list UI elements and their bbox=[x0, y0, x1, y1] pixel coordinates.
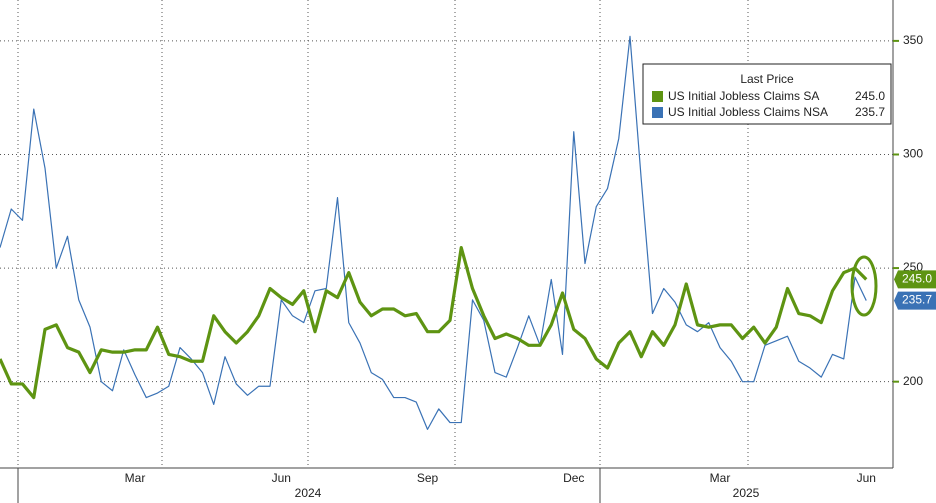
y-tick-label: 350 bbox=[903, 33, 923, 47]
x-tick-label: Dec bbox=[563, 471, 584, 485]
x-tick-label: Jun bbox=[272, 471, 291, 485]
year-label: 2025 bbox=[733, 486, 760, 500]
legend-entry: US Initial Jobless Claims SA bbox=[668, 89, 819, 103]
highlight-oval bbox=[850, 255, 878, 317]
y-tick-label: 300 bbox=[903, 147, 923, 161]
x-tick-label: Sep bbox=[417, 471, 439, 485]
x-tick-label: Mar bbox=[125, 471, 146, 485]
legend-value: 235.7 bbox=[855, 105, 885, 119]
series-line bbox=[0, 35, 867, 430]
x-tick-label: Jun bbox=[857, 471, 876, 485]
year-label: 2024 bbox=[295, 486, 322, 500]
legend-title: Last Price bbox=[740, 72, 794, 86]
series-line bbox=[0, 246, 868, 400]
y-tick-label: 200 bbox=[903, 374, 923, 388]
value-tag bbox=[894, 291, 936, 310]
legend-swatch bbox=[652, 107, 663, 118]
legend-value: 245.0 bbox=[855, 89, 885, 103]
x-tick-label: Mar bbox=[710, 471, 731, 485]
plot bbox=[0, 35, 893, 430]
value-tag bbox=[894, 270, 936, 289]
legend-entry: US Initial Jobless Claims NSA bbox=[668, 105, 828, 119]
legend: Last Price US Initial Jobless Claims SA … bbox=[642, 63, 892, 125]
value-tag-label: 235.7 bbox=[902, 293, 932, 307]
value-tag-label: 245.0 bbox=[902, 272, 932, 286]
legend-swatch bbox=[652, 91, 663, 102]
legend-box bbox=[642, 63, 892, 125]
